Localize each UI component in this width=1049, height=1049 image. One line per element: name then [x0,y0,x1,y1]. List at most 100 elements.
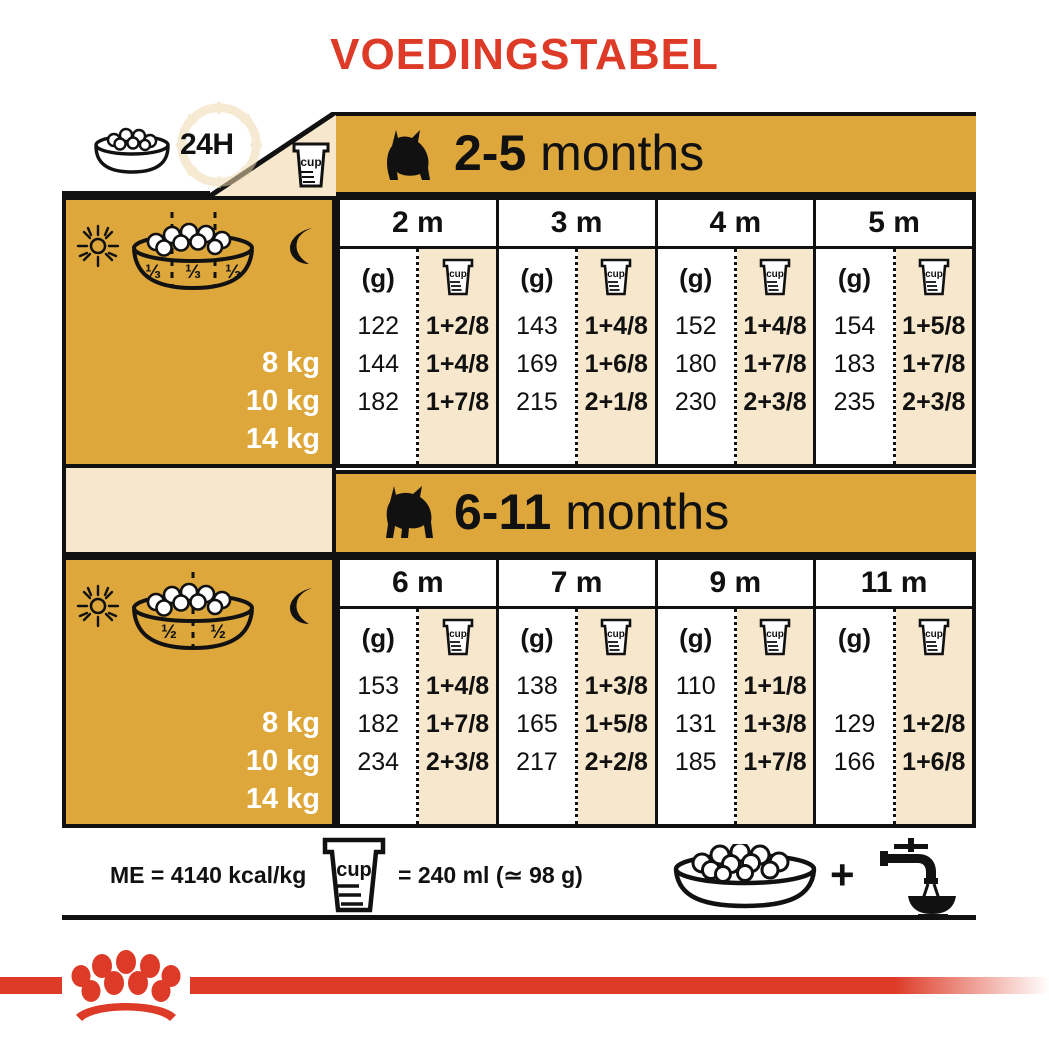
month-header: 7 m [498,560,655,609]
grams-unit-label: (g) [837,262,872,293]
page-title: VOEDINGSTABEL [330,30,719,79]
month-column-3m: 3 m (g) 143 169 215 cup [498,200,658,464]
section-divider-spacer [62,468,336,556]
table-cell-cups: 1+7/8 [425,710,490,738]
section-banner-label: 2-5 months [454,124,705,181]
grams-subcolumn: (g) 138 165 217 [498,609,579,824]
weight-item: 10 kg [245,385,320,417]
month-column-9m: 9 m (g) 110 131 185 cup [657,560,817,824]
month-column-5m: 5 m (g) 154 183 235 cup [816,200,972,464]
cups-subcolumn: cup 1+4/8 1+7/8 2+3/8 [736,249,814,464]
table-cell-cups: 1+4/8 [425,672,490,700]
table-cell-grams: 217 [516,748,558,776]
cup-volume-label: = 240 ml (≃ 98 g) [398,862,583,888]
cup-unit-label: cup [737,249,813,307]
metabolisable-energy-label: ME = 4140 kcal/kg [110,862,307,888]
table-cell-cups: 1+2/8 [425,312,490,340]
clock-icon [175,101,263,189]
svg-text:cup: cup [449,629,467,640]
weight-item: 14 kg [245,423,320,455]
cup-unit-label: cup [578,609,654,667]
sitting-puppy-icon [387,130,430,180]
svg-text:cup: cup [766,269,784,280]
water-tap-bowl-icon [880,838,956,916]
cup-unit-label: cup [419,609,495,667]
table-cell-cups: 2+3/8 [425,748,490,776]
cup-unit-label: cup [896,249,972,307]
standing-puppy-icon [386,486,433,538]
month-column-7m: 7 m (g) 138 165 217 cup [498,560,658,824]
table-cell-grams: 144 [357,350,400,378]
table-cell-cups: 1+1/8 [743,672,807,700]
brand-bar-left-segment [0,977,62,994]
table-cell-cups: 1+4/8 [743,312,807,340]
grams-subcolumn: (g) 122 144 182 [340,249,420,464]
grams-unit-label: (g) [361,622,395,653]
measuring-cup-icon: cup [918,258,950,296]
cup-unit-label: cup [737,609,813,667]
table-cell-grams: 234 [357,748,400,776]
table-cell-cups: 1+4/8 [425,350,490,378]
cups-subcolumn: cup 1+4/8 1+7/8 2+3/8 [419,609,496,824]
section-banner-label: 6-11 months [454,483,730,540]
svg-text:cup: cup [336,859,372,881]
table-cell-grams: 182 [357,710,400,738]
table-cell-grams: 183 [833,350,876,378]
grams-unit-label: (g) [837,622,872,653]
table-cell-cups: 2+3/8 [902,388,966,416]
table-cell-grams [816,667,892,705]
food-bowl-icon [94,127,170,174]
month-header: 11 m [816,560,972,609]
cups-subcolumn: cup 1+3/8 1+5/8 2+2/8 [578,609,655,824]
table-cell-grams: 131 [674,710,717,738]
table-cell-cups: 1+4/8 [584,312,648,340]
measuring-cup-icon: cup [322,837,386,913]
table-cell-grams: 215 [516,388,558,416]
grams-unit-label: (g) [361,262,395,293]
svg-text:cup: cup [607,629,625,640]
duration-label: 24H [180,128,234,161]
table-cell-cups: 2+1/8 [584,388,648,416]
month-column-2m: 2 m (g) 122 144 182 cup [340,200,499,464]
table-top-strip: 24H cup [62,101,336,196]
grams-unit-label: (g) [520,262,554,293]
moon-icon [290,228,312,264]
table-cell-grams: 169 [516,350,558,378]
svg-text:cup: cup [766,629,784,640]
measuring-cup-icon: cup [292,142,330,188]
section-banner-2-5-months: 2-5 months [336,112,976,196]
measuring-cup-icon: cup [759,618,791,656]
adult-weight-panel-2: ½ ½ ADULT WEIGHT 8 kg 10 kg 14 kg [0,556,336,828]
weight-item: 8 kg [261,347,320,379]
month-header: 3 m [498,200,655,249]
grams-subcolumn: (g) 153 182 234 [340,609,420,824]
table-cell-cups: 1+7/8 [743,748,807,776]
meal-split-bowl-thirds: ⅓ ⅓ ⅓ [132,212,254,290]
table-cell-grams: 122 [357,312,400,340]
adult-weight-label: ADULT WEIGHT [0,337,31,460]
table-cell-grams: 165 [516,710,558,738]
month-column-11m: 11 m (g) 129 166 cup [816,560,972,824]
sun-icon [76,584,120,628]
table-cell-cups: 1+7/8 [743,350,807,378]
table-cell-grams: 143 [516,312,558,340]
svg-text:cup: cup [449,269,467,280]
table-cell-grams: 166 [833,748,876,776]
table-cell-cups: 1+3/8 [584,672,648,700]
royal-canin-crown-logo [71,950,181,1021]
bowl-split-1: ⅓ [145,262,161,283]
measuring-cup-icon: cup [601,258,632,296]
food-bowl-icon [673,844,817,909]
table-cell-grams: 185 [674,748,717,776]
sun-icon [76,224,120,268]
bowl-split-1: ½ [161,622,177,643]
cups-subcolumn: cup 1+4/8 1+6/8 2+1/8 [578,249,655,464]
grams-subcolumn: (g) 152 180 230 [657,249,737,464]
table-cell-grams: 152 [674,312,717,340]
table-cell-cups: 1+5/8 [902,312,966,340]
feeding-table: 24H cup 2-5 months [0,101,976,922]
moon-icon [290,588,312,624]
cup-unit-label: cup [896,609,972,667]
table-cell-cups: 1+5/8 [584,710,648,738]
table-cell-grams: 138 [516,672,558,700]
